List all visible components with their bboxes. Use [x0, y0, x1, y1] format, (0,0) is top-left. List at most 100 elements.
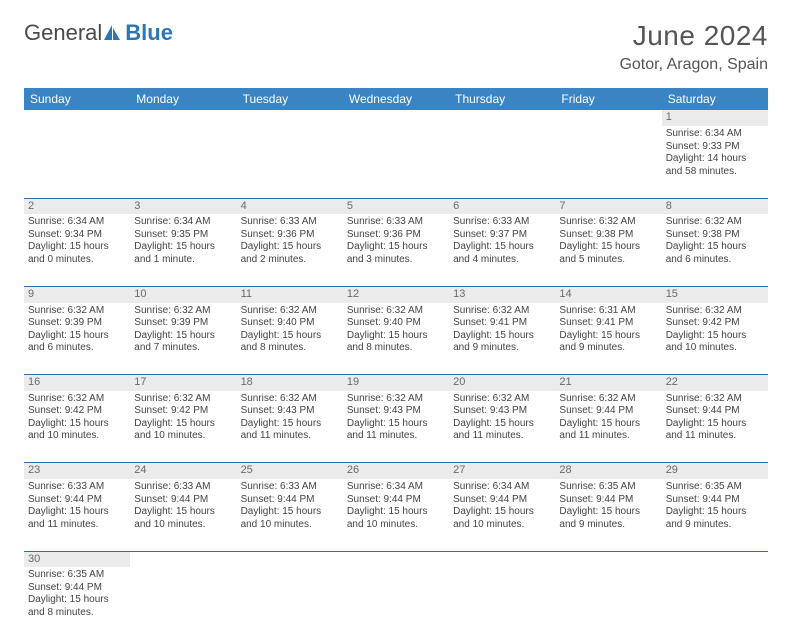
sunrise-text: Sunrise: 6:32 AM [666, 393, 764, 406]
day-number-cell [449, 551, 555, 567]
day-number-cell [662, 551, 768, 567]
daylight-text: Daylight: 15 hours and 9 minutes. [559, 506, 657, 531]
sunset-text: Sunset: 9:37 PM [453, 229, 551, 242]
sunrise-text: Sunrise: 6:34 AM [28, 216, 126, 229]
daylight-text: Daylight: 15 hours and 5 minutes. [559, 241, 657, 266]
day-detail-cell: Sunrise: 6:32 AMSunset: 9:39 PMDaylight:… [24, 303, 130, 375]
weekday-header-row: Sunday Monday Tuesday Wednesday Thursday… [24, 88, 768, 110]
sunset-text: Sunset: 9:44 PM [241, 494, 339, 507]
day-detail-cell: Sunrise: 6:34 AMSunset: 9:44 PMDaylight:… [449, 479, 555, 551]
daylight-text: Daylight: 15 hours and 10 minutes. [347, 506, 445, 531]
day-detail-cell [449, 126, 555, 198]
day-detail-cell: Sunrise: 6:32 AMSunset: 9:43 PMDaylight:… [343, 391, 449, 463]
sunrise-text: Sunrise: 6:34 AM [666, 128, 764, 141]
daylight-text: Daylight: 15 hours and 8 minutes. [241, 330, 339, 355]
day-number-row: 1 [24, 110, 768, 126]
day-number-cell [449, 110, 555, 126]
day-number-cell: 13 [449, 286, 555, 302]
daylight-text: Daylight: 15 hours and 10 minutes. [134, 506, 232, 531]
sunset-text: Sunset: 9:41 PM [559, 317, 657, 330]
day-detail-cell [237, 567, 343, 639]
day-number-cell: 25 [237, 463, 343, 479]
sunrise-text: Sunrise: 6:32 AM [241, 393, 339, 406]
day-detail-cell [130, 126, 236, 198]
day-number-cell [237, 551, 343, 567]
day-number-cell: 26 [343, 463, 449, 479]
calendar-body: 1Sunrise: 6:34 AMSunset: 9:33 PMDaylight… [24, 110, 768, 639]
sunrise-text: Sunrise: 6:32 AM [134, 305, 232, 318]
day-number-cell [555, 551, 661, 567]
daylight-text: Daylight: 15 hours and 0 minutes. [28, 241, 126, 266]
day-number-cell: 17 [130, 375, 236, 391]
sunrise-text: Sunrise: 6:33 AM [134, 481, 232, 494]
day-number-cell: 1 [662, 110, 768, 126]
daylight-text: Daylight: 15 hours and 1 minute. [134, 241, 232, 266]
day-detail-cell: Sunrise: 6:34 AMSunset: 9:34 PMDaylight:… [24, 214, 130, 286]
day-number-row: 9101112131415 [24, 286, 768, 302]
day-detail-cell [343, 126, 449, 198]
day-detail-cell [449, 567, 555, 639]
day-detail-row: Sunrise: 6:32 AMSunset: 9:42 PMDaylight:… [24, 391, 768, 463]
sunset-text: Sunset: 9:38 PM [559, 229, 657, 242]
sunrise-text: Sunrise: 6:32 AM [347, 393, 445, 406]
day-number-cell [555, 110, 661, 126]
day-number-cell: 14 [555, 286, 661, 302]
daylight-text: Daylight: 15 hours and 8 minutes. [347, 330, 445, 355]
day-detail-cell: Sunrise: 6:33 AMSunset: 9:44 PMDaylight:… [237, 479, 343, 551]
day-detail-cell: Sunrise: 6:32 AMSunset: 9:43 PMDaylight:… [449, 391, 555, 463]
day-detail-cell: Sunrise: 6:32 AMSunset: 9:39 PMDaylight:… [130, 303, 236, 375]
day-detail-cell: Sunrise: 6:32 AMSunset: 9:41 PMDaylight:… [449, 303, 555, 375]
day-number-cell: 5 [343, 198, 449, 214]
day-number-cell [130, 110, 236, 126]
sunset-text: Sunset: 9:42 PM [28, 405, 126, 418]
day-number-cell [343, 551, 449, 567]
sunrise-text: Sunrise: 6:32 AM [666, 305, 764, 318]
day-number-cell: 18 [237, 375, 343, 391]
day-number-cell [24, 110, 130, 126]
day-detail-cell: Sunrise: 6:33 AMSunset: 9:36 PMDaylight:… [343, 214, 449, 286]
daylight-text: Daylight: 15 hours and 6 minutes. [666, 241, 764, 266]
sunset-text: Sunset: 9:42 PM [666, 317, 764, 330]
day-detail-cell: Sunrise: 6:35 AMSunset: 9:44 PMDaylight:… [24, 567, 130, 639]
day-number-cell: 7 [555, 198, 661, 214]
sunset-text: Sunset: 9:44 PM [666, 405, 764, 418]
logo: General Blue [24, 20, 173, 46]
day-number-row: 16171819202122 [24, 375, 768, 391]
day-number-cell: 21 [555, 375, 661, 391]
sunset-text: Sunset: 9:36 PM [347, 229, 445, 242]
sunrise-text: Sunrise: 6:32 AM [559, 393, 657, 406]
day-number-cell: 20 [449, 375, 555, 391]
daylight-text: Daylight: 15 hours and 2 minutes. [241, 241, 339, 266]
day-detail-cell: Sunrise: 6:32 AMSunset: 9:44 PMDaylight:… [555, 391, 661, 463]
day-number-cell: 15 [662, 286, 768, 302]
sunset-text: Sunset: 9:44 PM [28, 582, 126, 595]
daylight-text: Daylight: 15 hours and 10 minutes. [28, 418, 126, 443]
weekday-header: Thursday [449, 88, 555, 110]
day-detail-cell: Sunrise: 6:32 AMSunset: 9:40 PMDaylight:… [237, 303, 343, 375]
sunrise-text: Sunrise: 6:32 AM [453, 305, 551, 318]
sunrise-text: Sunrise: 6:32 AM [134, 393, 232, 406]
sunrise-text: Sunrise: 6:33 AM [241, 481, 339, 494]
day-detail-cell: Sunrise: 6:32 AMSunset: 9:44 PMDaylight:… [662, 391, 768, 463]
day-number-cell: 27 [449, 463, 555, 479]
sunset-text: Sunset: 9:43 PM [347, 405, 445, 418]
sunset-text: Sunset: 9:44 PM [134, 494, 232, 507]
day-number-cell: 6 [449, 198, 555, 214]
sunrise-text: Sunrise: 6:32 AM [28, 305, 126, 318]
day-detail-row: Sunrise: 6:32 AMSunset: 9:39 PMDaylight:… [24, 303, 768, 375]
weekday-header: Monday [130, 88, 236, 110]
sunrise-text: Sunrise: 6:33 AM [28, 481, 126, 494]
sunset-text: Sunset: 9:35 PM [134, 229, 232, 242]
daylight-text: Daylight: 15 hours and 11 minutes. [559, 418, 657, 443]
day-detail-cell: Sunrise: 6:35 AMSunset: 9:44 PMDaylight:… [555, 479, 661, 551]
daylight-text: Daylight: 15 hours and 11 minutes. [241, 418, 339, 443]
sunset-text: Sunset: 9:39 PM [28, 317, 126, 330]
day-number-cell: 2 [24, 198, 130, 214]
weekday-header: Saturday [662, 88, 768, 110]
daylight-text: Daylight: 15 hours and 6 minutes. [28, 330, 126, 355]
daylight-text: Daylight: 15 hours and 9 minutes. [666, 506, 764, 531]
sunset-text: Sunset: 9:44 PM [666, 494, 764, 507]
day-number-cell: 23 [24, 463, 130, 479]
day-number-cell: 16 [24, 375, 130, 391]
sunrise-text: Sunrise: 6:32 AM [241, 305, 339, 318]
